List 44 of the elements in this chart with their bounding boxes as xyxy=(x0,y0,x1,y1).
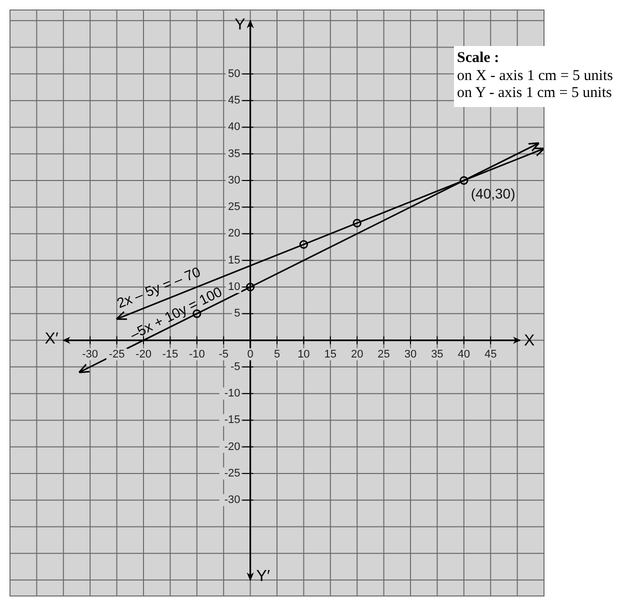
x-tick-label: -20 xyxy=(136,348,152,360)
y-tick-label: -5 xyxy=(230,360,240,373)
point xyxy=(246,282,255,292)
annotation: (40,30) xyxy=(470,185,516,202)
x-tick-label: -30 xyxy=(82,348,98,360)
x-tick-label: 40 xyxy=(458,348,470,360)
y-axis-title: Y xyxy=(234,16,246,34)
y-tick-label: -30 xyxy=(224,494,240,506)
x-tick-label: 10 xyxy=(298,348,310,360)
y-tick-label: 10 xyxy=(228,281,240,294)
y-tick-label: 25 xyxy=(228,201,240,214)
annotation: X′ xyxy=(44,330,58,347)
y-tick-label: -15 xyxy=(224,414,240,426)
y-tick-label: 35 xyxy=(228,148,240,160)
point xyxy=(352,218,362,228)
y-tick-label: -10 xyxy=(224,388,240,400)
y-tick-label: 30 xyxy=(228,174,240,186)
x-tick-label: 20 xyxy=(350,348,364,360)
x-tick-label: -15 xyxy=(162,348,178,360)
y-tick-label: 20 xyxy=(228,228,240,240)
annotation: Y′ xyxy=(256,568,270,585)
x-tick-label: 45 xyxy=(484,348,497,360)
y-tick-label: 5 xyxy=(234,308,240,320)
x-tick-label: 5 xyxy=(274,348,280,360)
y-tick-label: 15 xyxy=(228,254,240,266)
annotation: on X - axis 1 cm = 5 units xyxy=(457,68,614,85)
x-tick-label: 25 xyxy=(378,348,390,360)
annotation: Scale : xyxy=(457,50,500,68)
y-tick-label: 45 xyxy=(228,94,240,107)
point xyxy=(192,309,202,318)
annotation: on Y - axis 1 cm = 5 units xyxy=(457,85,613,102)
x-axis-title: X xyxy=(524,332,535,349)
y-tick-label: 50 xyxy=(228,68,240,80)
x-tick-label: 35 xyxy=(431,348,444,360)
x-tick-label: 15 xyxy=(324,348,337,360)
y-tick-label: 40 xyxy=(228,121,240,134)
x-tick-label: 30 xyxy=(404,348,417,360)
x-tick-label: -10 xyxy=(188,348,205,360)
point xyxy=(299,240,308,249)
point xyxy=(460,176,468,185)
y-tick-label: -20 xyxy=(224,440,240,453)
x-tick-label: 0 xyxy=(247,348,254,360)
y-tick-label: -25 xyxy=(224,467,240,480)
x-tick-label: -25 xyxy=(108,348,125,360)
